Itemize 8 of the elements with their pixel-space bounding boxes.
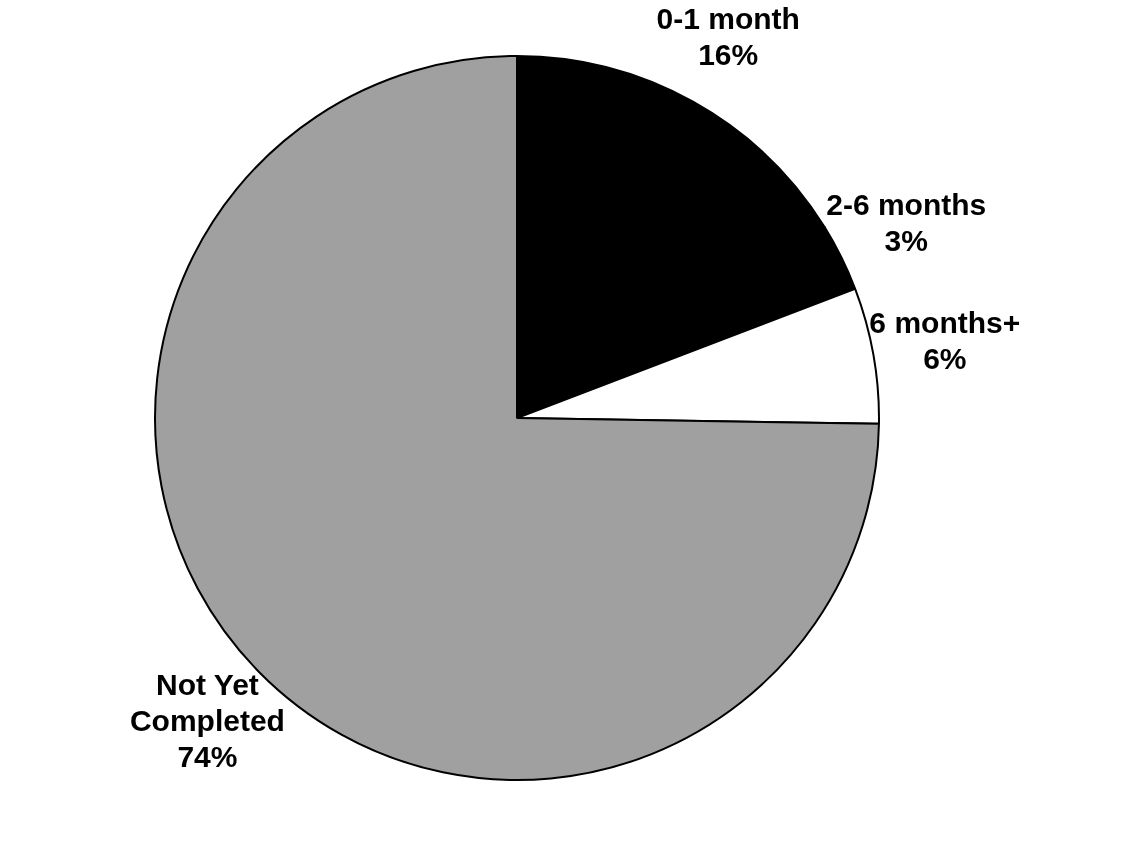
slice-label: 6 months+ xyxy=(869,305,1021,339)
slice-label: 0-1 month xyxy=(656,1,800,35)
data-label: 16% xyxy=(698,37,759,71)
data-label: 3% xyxy=(884,224,928,258)
data-label: 74% xyxy=(177,739,238,773)
slice-label: 2-6 months xyxy=(826,188,987,222)
data-label: 6% xyxy=(923,341,967,375)
slice-label: Not Yet Completed xyxy=(129,667,285,737)
